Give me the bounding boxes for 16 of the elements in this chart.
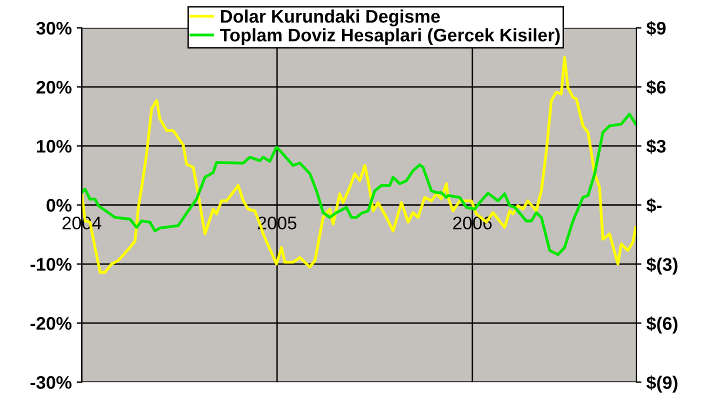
y-tick-label: -10% bbox=[30, 258, 72, 271]
legend-label: Toplam Doviz Hesaplari (Gercek Kisiler) bbox=[220, 28, 560, 46]
y2-tick-label: $(3) bbox=[646, 257, 678, 274]
y-tick-label: -20% bbox=[30, 317, 72, 330]
y-tick-label: -30% bbox=[30, 376, 72, 389]
y-tick-label: 0% bbox=[46, 198, 72, 212]
y2-tick-label: $(6) bbox=[646, 316, 678, 334]
y-tick-label: 10% bbox=[37, 140, 72, 153]
y2-tick-label: $(9) bbox=[646, 375, 678, 393]
y2-tick-label: $3 bbox=[646, 139, 666, 154]
y-tick-label: 30% bbox=[36, 22, 72, 35]
y2-tick-label: $6 bbox=[646, 80, 666, 95]
y2-tick-label: $9 bbox=[646, 21, 666, 36]
legend-label: Dolar Kurundaki Degisme bbox=[220, 10, 440, 26]
y2-tick-label: $- bbox=[646, 198, 662, 213]
y-tick-label: 20% bbox=[36, 80, 72, 94]
